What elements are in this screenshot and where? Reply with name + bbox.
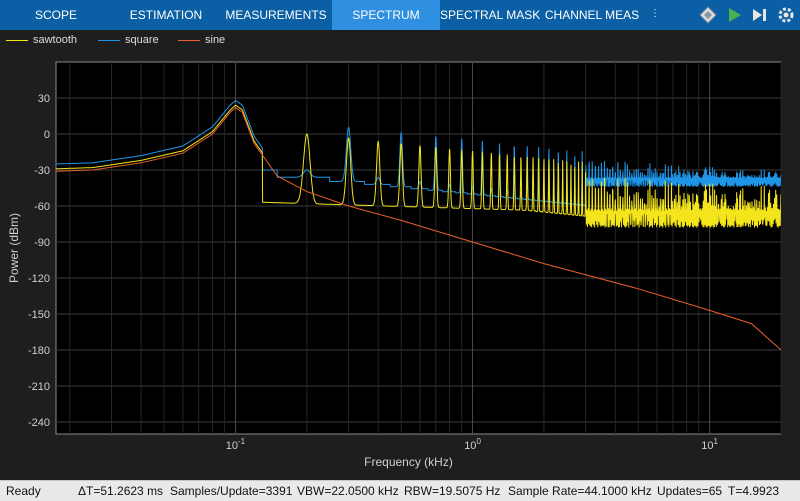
y-tick-label: -60 bbox=[34, 201, 50, 213]
tab-estimation[interactable]: ESTIMATION bbox=[129, 8, 203, 22]
status-vbw: VBW=22.0500 kHz bbox=[297, 484, 399, 498]
status-time: T=4.9923 bbox=[728, 484, 780, 498]
tab-measurements[interactable]: MEASUREMENTS bbox=[225, 8, 327, 22]
legend-item-square[interactable]: square bbox=[98, 30, 159, 50]
legend: sawtooth square sine bbox=[0, 30, 800, 50]
tab-channel-measurements[interactable]: CHANNEL MEAS bbox=[544, 8, 640, 22]
y-tick-label: -90 bbox=[34, 237, 50, 249]
x-axis-label: Frequency (kHz) bbox=[364, 455, 453, 469]
legend-label: square bbox=[125, 34, 159, 46]
y-tick-label: -240 bbox=[28, 417, 50, 429]
status-state: Ready bbox=[6, 484, 41, 498]
sawtooth-series-line bbox=[56, 104, 781, 228]
tab-spectral-mask[interactable]: SPECTRAL MASK bbox=[440, 8, 540, 22]
spectrum-chart[interactable]: 30 0 -30 -60 -90 -120 -150 -180 -210 -240 10-1 100 1… bbox=[0, 50, 800, 480]
toolstrip: SCOPE ESTIMATION MEASUREMENTS SPECTRUM S… bbox=[0, 0, 800, 30]
legend-swatch-sine bbox=[178, 39, 200, 41]
x-tick-label: 101 bbox=[701, 437, 718, 452]
y-tick-label: -210 bbox=[28, 381, 50, 393]
status-sample-rate: Sample Rate=44.1000 kHz bbox=[508, 484, 652, 498]
status-bar: Ready ΔT=51.2623 ms Samples/Update=3391 … bbox=[0, 480, 800, 501]
legend-label: sine bbox=[205, 34, 226, 46]
settings-gear-icon[interactable] bbox=[774, 3, 798, 27]
legend-item-sine[interactable]: sine bbox=[178, 30, 225, 50]
tab-spectrum[interactable]: SPECTRUM bbox=[332, 0, 440, 30]
y-axis-label: Power (dBm) bbox=[7, 213, 21, 283]
sine-series-line bbox=[56, 106, 781, 351]
y-tick-label: -120 bbox=[28, 273, 50, 285]
x-tick-label: 100 bbox=[464, 437, 481, 452]
plot-background bbox=[55, 61, 782, 435]
tab-overflow-dots-icon[interactable]: ⋮ bbox=[650, 8, 660, 19]
legend-swatch-square bbox=[98, 39, 120, 41]
tab-scope[interactable]: SCOPE bbox=[34, 8, 77, 22]
run-play-icon[interactable] bbox=[722, 3, 746, 27]
y-tick-label: 0 bbox=[44, 129, 50, 141]
status-rbw: RBW=19.5075 Hz bbox=[404, 484, 501, 498]
y-tick-label: -30 bbox=[34, 165, 50, 177]
status-updates: Updates=65 bbox=[657, 484, 723, 498]
toolbar-icon-group bbox=[696, 0, 800, 30]
status-samples-per-update: Samples/Update=3391 bbox=[170, 484, 293, 498]
step-forward-icon[interactable] bbox=[748, 3, 772, 27]
toolstrip-tabs: SCOPE ESTIMATION MEASUREMENTS SPECTRUM S… bbox=[0, 0, 644, 30]
y-tick-label: -180 bbox=[28, 345, 50, 357]
spectrum-plot-area[interactable]: 30 0 -30 -60 -90 -120 -150 -180 -210 -240 10-1 100 1… bbox=[0, 50, 800, 480]
status-delta-t: ΔT=51.2623 ms bbox=[78, 484, 164, 498]
diamond-nav-icon[interactable] bbox=[696, 3, 720, 27]
y-tick-label: -150 bbox=[28, 309, 50, 321]
legend-swatch-sawtooth bbox=[6, 39, 28, 41]
legend-label: sawtooth bbox=[33, 34, 78, 46]
x-tick-label: 10-1 bbox=[226, 437, 246, 452]
y-tick-label: 30 bbox=[38, 93, 50, 105]
legend-item-sawtooth[interactable]: sawtooth bbox=[6, 30, 77, 50]
